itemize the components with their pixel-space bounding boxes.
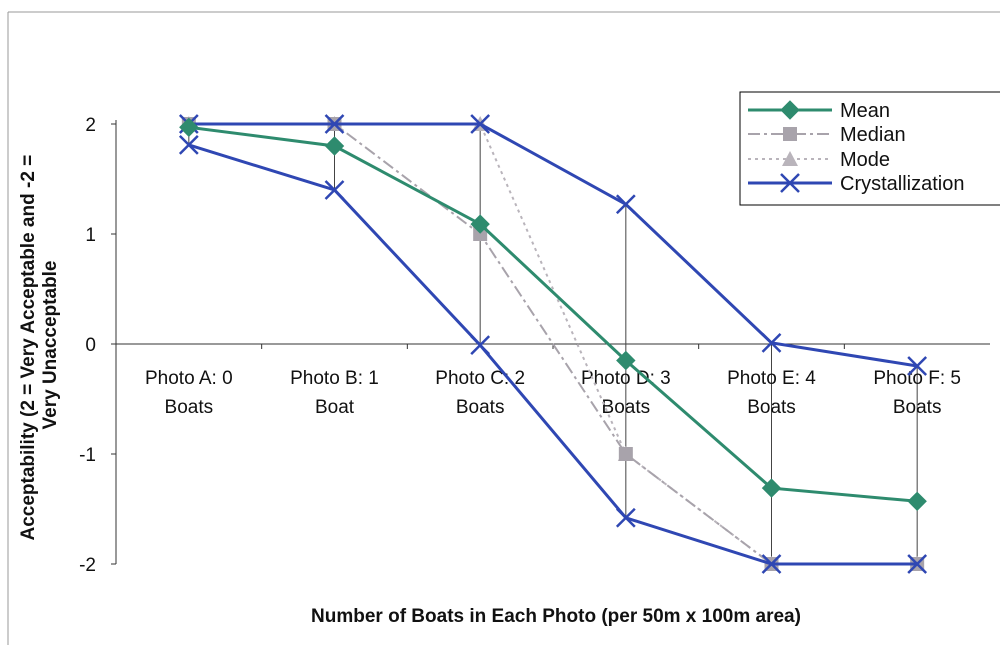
x-tick-label-line: Photo E: 4 <box>727 368 816 389</box>
x-tick-label-line: Boats <box>893 397 942 418</box>
y-tick-label: -1 <box>79 445 96 466</box>
x-axis-label: Number of Boats in Each Photo (per 50m x… <box>311 606 801 627</box>
crystallization-upper-point <box>615 194 636 215</box>
crystallization-upper-line <box>188 122 918 368</box>
x-tick-label-line: Photo F: 5 <box>873 368 961 389</box>
legend-marker-median <box>783 127 797 141</box>
crystallization-lower-point <box>178 135 199 155</box>
mean-point <box>470 214 490 234</box>
y-axis-label-line-1: Acceptability (2 = Very Acceptable and -… <box>18 155 39 541</box>
x-tick-label-line: Photo C: 2 <box>435 368 525 389</box>
mean-point <box>179 117 199 138</box>
median-point <box>473 227 488 241</box>
crystallization-lower-point <box>761 554 782 574</box>
x-tick-label-line: Photo D: 3 <box>581 368 671 389</box>
x-tick-label-line: Photo B: 1 <box>290 368 379 389</box>
x-tick-label-line: Boats <box>747 397 796 418</box>
mean-point <box>761 478 782 498</box>
x-tick-label: Photo D: 3 Boats <box>581 368 671 418</box>
legend-marker-crystallization <box>780 173 800 193</box>
y-tick-label: 1 <box>85 225 96 246</box>
x-tick-label-line: Boats <box>602 397 651 418</box>
legend-label-mode: Mode <box>840 149 890 171</box>
median-point <box>618 447 633 461</box>
mean-point <box>616 350 636 371</box>
legend-label-crystallization: Crystallization <box>840 173 964 195</box>
crystallization-lower-point <box>615 507 636 528</box>
y-axis-label-line-2: Very Unacceptable <box>40 261 61 430</box>
legend-label-mean: Mean <box>840 100 890 122</box>
crystallization-upper-point <box>324 114 345 134</box>
crystallization-lower-line <box>188 143 918 566</box>
mean-point <box>907 491 927 512</box>
legend-label-median: Median <box>840 124 906 146</box>
y-axis-label: Acceptability (2 = Very Acceptable and -… <box>18 149 61 540</box>
legend-marker-mode <box>782 151 798 166</box>
y-tick-label: 0 <box>85 335 96 356</box>
mean-line <box>188 125 918 503</box>
crystallization-lower-point <box>324 180 345 200</box>
y-tick-label: -2 <box>79 555 96 576</box>
x-tick-label-line: Boat <box>315 397 355 418</box>
x-tick-label-line: Photo A: 0 <box>145 368 233 389</box>
mean-point <box>324 136 345 156</box>
crystallization-lower-point <box>907 554 928 574</box>
x-tick-label-line: Boats <box>165 397 214 418</box>
x-tick-label: Photo E: 4 Boats <box>727 368 816 418</box>
crystallization-upper-point <box>761 333 782 353</box>
x-tick-label: Photo A: 0 Boats <box>145 368 233 418</box>
x-tick-label: Photo F: 5 Boats <box>873 368 961 418</box>
crystallization-upper-point <box>907 356 928 376</box>
crystallization-upper-point <box>470 114 491 134</box>
legend-marker-mean <box>780 100 800 120</box>
y-tick-label: 2 <box>85 115 96 136</box>
x-tick-label: Photo B: 1 Boat <box>290 368 379 418</box>
crystallization-lower-point <box>470 335 491 355</box>
x-tick-label-line: Boats <box>456 397 505 418</box>
